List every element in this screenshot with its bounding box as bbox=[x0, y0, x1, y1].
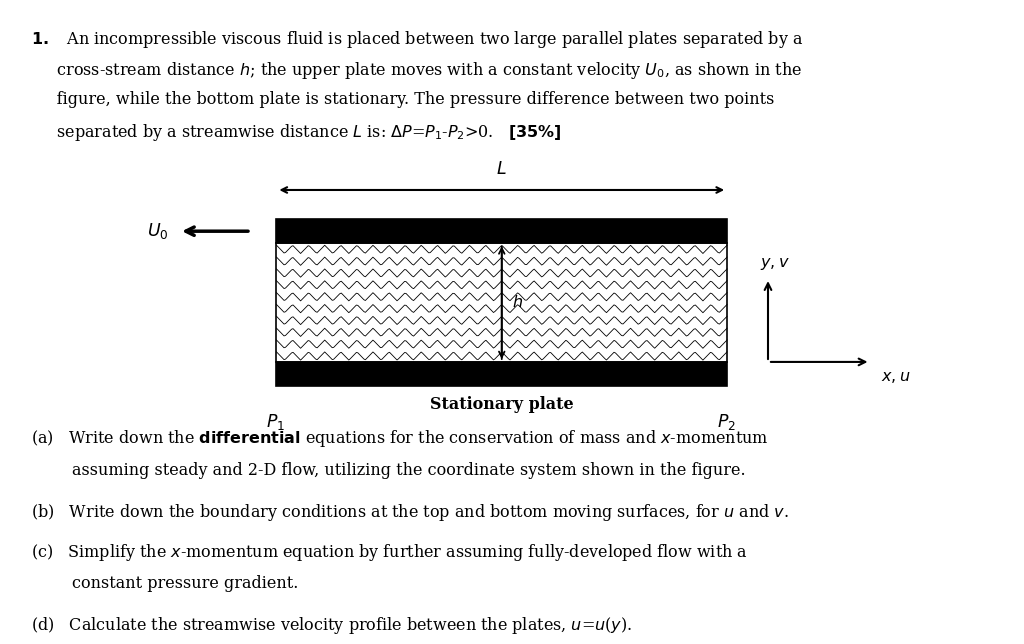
Text: (a)   Write down the $\mathbf{differential}$ equations for the conservation of m: (a) Write down the $\mathbf{differential… bbox=[31, 428, 768, 450]
Text: $U_0$: $U_0$ bbox=[147, 221, 169, 242]
Bar bbox=[276, 219, 727, 243]
Text: separated by a streamwise distance $L$ is: $\Delta P$=$P_1$-$P_2$>0.   $\mathbf{: separated by a streamwise distance $L$ i… bbox=[31, 122, 561, 143]
Text: $x, u$: $x, u$ bbox=[881, 368, 910, 385]
Text: $P_1$: $P_1$ bbox=[266, 412, 286, 432]
Text: Stationary plate: Stationary plate bbox=[430, 396, 573, 413]
Text: (c)   Simplify the $x$-momentum equation by further assuming fully-developed flo: (c) Simplify the $x$-momentum equation b… bbox=[31, 542, 748, 563]
Bar bbox=[276, 243, 727, 362]
Text: (b)   Write down the boundary conditions at the top and bottom moving surfaces, : (b) Write down the boundary conditions a… bbox=[31, 502, 788, 523]
Bar bbox=[276, 362, 727, 386]
Text: assuming steady and 2-D flow, utilizing the coordinate system shown in the figur: assuming steady and 2-D flow, utilizing … bbox=[31, 462, 745, 478]
Text: $P_2$: $P_2$ bbox=[717, 412, 736, 432]
Text: $h$: $h$ bbox=[512, 294, 523, 311]
Text: cross-stream distance $h$; the upper plate moves with a constant velocity $U_0$,: cross-stream distance $h$; the upper pla… bbox=[31, 60, 802, 81]
Text: $y, v$: $y, v$ bbox=[760, 255, 790, 272]
Text: figure, while the bottom plate is stationary. The pressure difference between tw: figure, while the bottom plate is statio… bbox=[31, 91, 774, 108]
Text: $\mathbf{1.}$   An incompressible viscous fluid is placed between two large para: $\mathbf{1.}$ An incompressible viscous … bbox=[31, 29, 803, 50]
Text: (d)   Calculate the streamwise velocity profile between the plates, $u$=$u$($y$): (d) Calculate the streamwise velocity pr… bbox=[31, 615, 632, 636]
Text: $L$: $L$ bbox=[497, 162, 507, 178]
Text: constant pressure gradient.: constant pressure gradient. bbox=[31, 575, 298, 592]
